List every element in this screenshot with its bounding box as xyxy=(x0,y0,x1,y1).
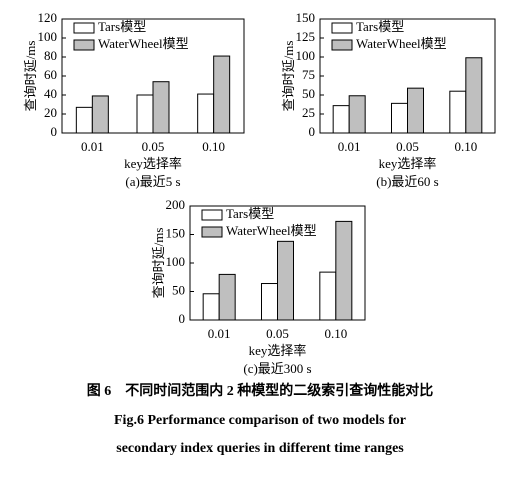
bar xyxy=(277,240,294,321)
bar xyxy=(407,87,424,134)
y-axis-label: 查询时延/ms xyxy=(151,228,166,299)
y-tick-label: 200 xyxy=(166,197,186,212)
caption-en: Fig.6 Performance comparison of two mode… xyxy=(114,413,406,428)
plot-frame xyxy=(61,18,245,134)
bar xyxy=(136,94,154,134)
y-tick-label: 100 xyxy=(38,29,58,44)
y-axis-label: 查询时延/ms xyxy=(23,41,38,112)
y-tick-label: 60 xyxy=(44,67,57,82)
caption-en: secondary index queries in different tim… xyxy=(116,441,404,456)
y-tick-label: 125 xyxy=(296,29,316,44)
x-tick-label: 0.01 xyxy=(81,139,104,154)
legend-swatch xyxy=(201,226,223,238)
y-axis-label: 查询时延/ms xyxy=(281,41,296,112)
bar xyxy=(335,220,353,321)
bar xyxy=(332,105,350,134)
x-axis-label: key选择率 xyxy=(124,156,182,171)
legend-label: WaterWheel模型 xyxy=(226,223,317,238)
y-tick-label: 20 xyxy=(44,105,57,120)
x-tick-label: 0.10 xyxy=(202,139,225,154)
y-tick-label: 80 xyxy=(44,48,57,63)
y-tick-label: 75 xyxy=(302,67,315,82)
legend-swatch xyxy=(331,22,353,34)
x-tick-label: 0.05 xyxy=(266,326,289,341)
caption-cn: 图 6 不同时间范围内 2 种模型的二级索引查询性能对比 xyxy=(87,382,434,399)
x-tick-label: 0.01 xyxy=(208,326,231,341)
legend-swatch xyxy=(201,209,223,221)
y-tick-label: 100 xyxy=(166,254,186,269)
plot-frame xyxy=(319,18,496,134)
x-tick-label: 0.05 xyxy=(142,139,165,154)
plot-frame xyxy=(189,205,366,321)
legend-label: Tars模型 xyxy=(226,206,274,221)
y-tick-label: 0 xyxy=(309,124,316,139)
bar xyxy=(213,55,231,134)
y-tick-label: 0 xyxy=(179,311,186,326)
bar xyxy=(75,106,93,134)
x-axis-label: key选择率 xyxy=(249,343,307,358)
y-tick-label: 40 xyxy=(44,86,57,101)
legend-label: WaterWheel模型 xyxy=(356,36,447,51)
y-tick-label: 150 xyxy=(166,225,186,240)
y-tick-label: 120 xyxy=(38,10,58,25)
bar xyxy=(449,90,467,134)
x-tick-label: 0.01 xyxy=(338,139,361,154)
x-tick-label: 0.10 xyxy=(324,326,347,341)
bar xyxy=(319,271,337,321)
bar xyxy=(261,283,278,321)
legend-swatch xyxy=(73,39,95,51)
legend-swatch xyxy=(331,39,353,51)
bar xyxy=(391,102,408,134)
legend-label: WaterWheel模型 xyxy=(98,36,189,51)
y-tick-label: 0 xyxy=(51,124,58,139)
legend-label: Tars模型 xyxy=(356,19,404,34)
y-tick-label: 50 xyxy=(302,86,315,101)
subtitle: (a)最近5 s xyxy=(125,174,180,189)
x-tick-label: 0.10 xyxy=(454,139,477,154)
x-axis-label: key选择率 xyxy=(379,156,437,171)
y-tick-label: 50 xyxy=(172,282,185,297)
subtitle: (b)最近60 s xyxy=(376,174,438,189)
legend-swatch xyxy=(73,22,95,34)
bar xyxy=(202,293,220,321)
bar xyxy=(152,81,170,134)
y-tick-label: 25 xyxy=(302,105,315,120)
bar xyxy=(465,57,483,134)
subtitle: (c)最近300 s xyxy=(243,361,311,376)
bar xyxy=(197,93,215,134)
bar xyxy=(218,273,236,321)
bar xyxy=(348,95,366,134)
y-tick-label: 150 xyxy=(296,10,316,25)
bar xyxy=(91,95,109,134)
x-tick-label: 0.05 xyxy=(396,139,419,154)
legend-label: Tars模型 xyxy=(98,19,146,34)
y-tick-label: 100 xyxy=(296,48,316,63)
